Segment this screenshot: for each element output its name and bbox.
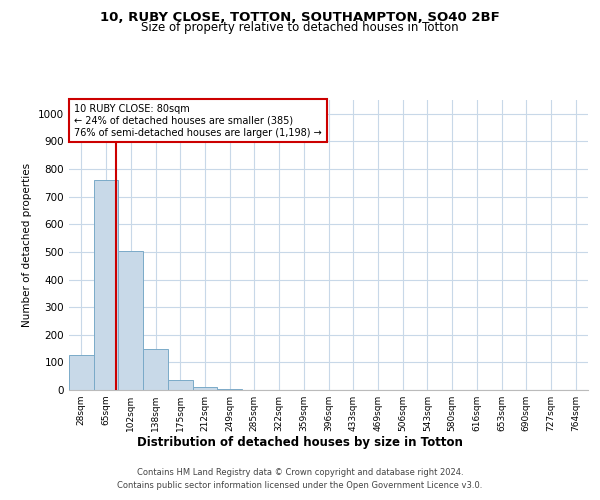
Bar — [94, 180, 118, 390]
Text: Contains HM Land Registry data © Crown copyright and database right 2024.: Contains HM Land Registry data © Crown c… — [137, 468, 463, 477]
Text: 10 RUBY CLOSE: 80sqm
← 24% of detached houses are smaller (385)
76% of semi-deta: 10 RUBY CLOSE: 80sqm ← 24% of detached h… — [74, 104, 322, 138]
Text: Distribution of detached houses by size in Totton: Distribution of detached houses by size … — [137, 436, 463, 449]
Text: Size of property relative to detached houses in Totton: Size of property relative to detached ho… — [141, 21, 459, 34]
Y-axis label: Number of detached properties: Number of detached properties — [22, 163, 32, 327]
Bar — [143, 348, 168, 390]
Bar — [217, 388, 242, 390]
Bar — [193, 387, 217, 390]
Text: Contains public sector information licensed under the Open Government Licence v3: Contains public sector information licen… — [118, 480, 482, 490]
Bar — [69, 356, 94, 390]
Bar — [118, 250, 143, 390]
Bar — [168, 380, 193, 390]
Text: 10, RUBY CLOSE, TOTTON, SOUTHAMPTON, SO40 2BF: 10, RUBY CLOSE, TOTTON, SOUTHAMPTON, SO4… — [100, 11, 500, 24]
